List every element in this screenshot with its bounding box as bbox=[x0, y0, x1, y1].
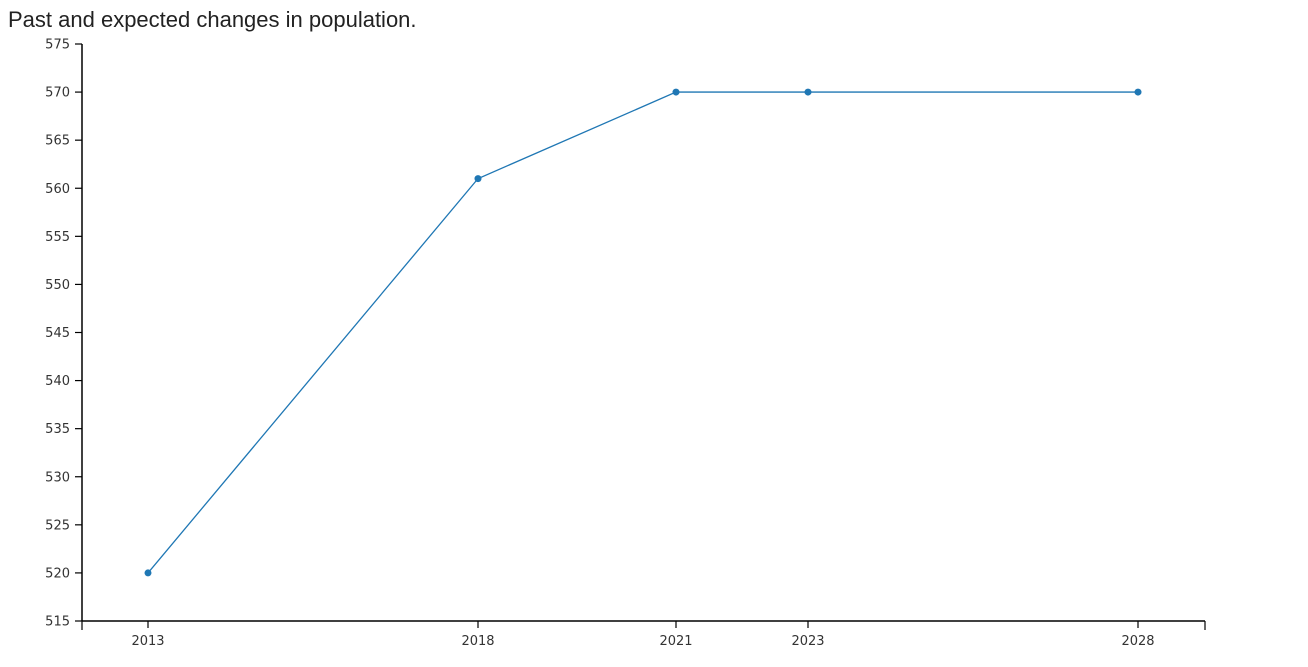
data-point[interactable] bbox=[1134, 88, 1142, 96]
y-tick-label: 545 bbox=[45, 326, 70, 341]
series-layer bbox=[144, 88, 1142, 577]
y-tick-label: 560 bbox=[45, 182, 70, 197]
x-axis: 2013 2018 2021 2023 2028 bbox=[81, 620, 1206, 649]
x-tick-label: 2013 bbox=[131, 634, 164, 649]
data-point[interactable] bbox=[144, 569, 152, 577]
y-tick-label: 570 bbox=[45, 86, 70, 101]
data-point[interactable] bbox=[672, 88, 680, 96]
y-tick-label: 515 bbox=[45, 615, 70, 630]
x-tick-label: 2021 bbox=[659, 634, 692, 649]
y-tick-label: 530 bbox=[45, 470, 70, 485]
y-tick-label: 520 bbox=[45, 566, 70, 581]
y-tick-label: 565 bbox=[45, 134, 70, 149]
x-tick-label: 2023 bbox=[791, 634, 824, 649]
y-tick-label: 575 bbox=[45, 38, 70, 53]
data-point[interactable] bbox=[474, 175, 482, 183]
x-tick-label: 2018 bbox=[461, 634, 494, 649]
y-tick-label: 555 bbox=[45, 230, 70, 245]
y-axis: 515 520 525 530 535 540 545 550 555 560 565 570 575 bbox=[45, 38, 83, 630]
y-tick-label: 525 bbox=[45, 518, 70, 533]
series-line bbox=[147, 91, 1138, 574]
y-tick-label: 535 bbox=[45, 422, 70, 437]
data-point[interactable] bbox=[804, 88, 812, 96]
y-tick-label: 550 bbox=[45, 278, 70, 293]
chart-title: Past and expected changes in population. bbox=[8, 7, 417, 32]
y-tick-label: 540 bbox=[45, 374, 70, 389]
x-tick-label: 2028 bbox=[1121, 634, 1154, 649]
